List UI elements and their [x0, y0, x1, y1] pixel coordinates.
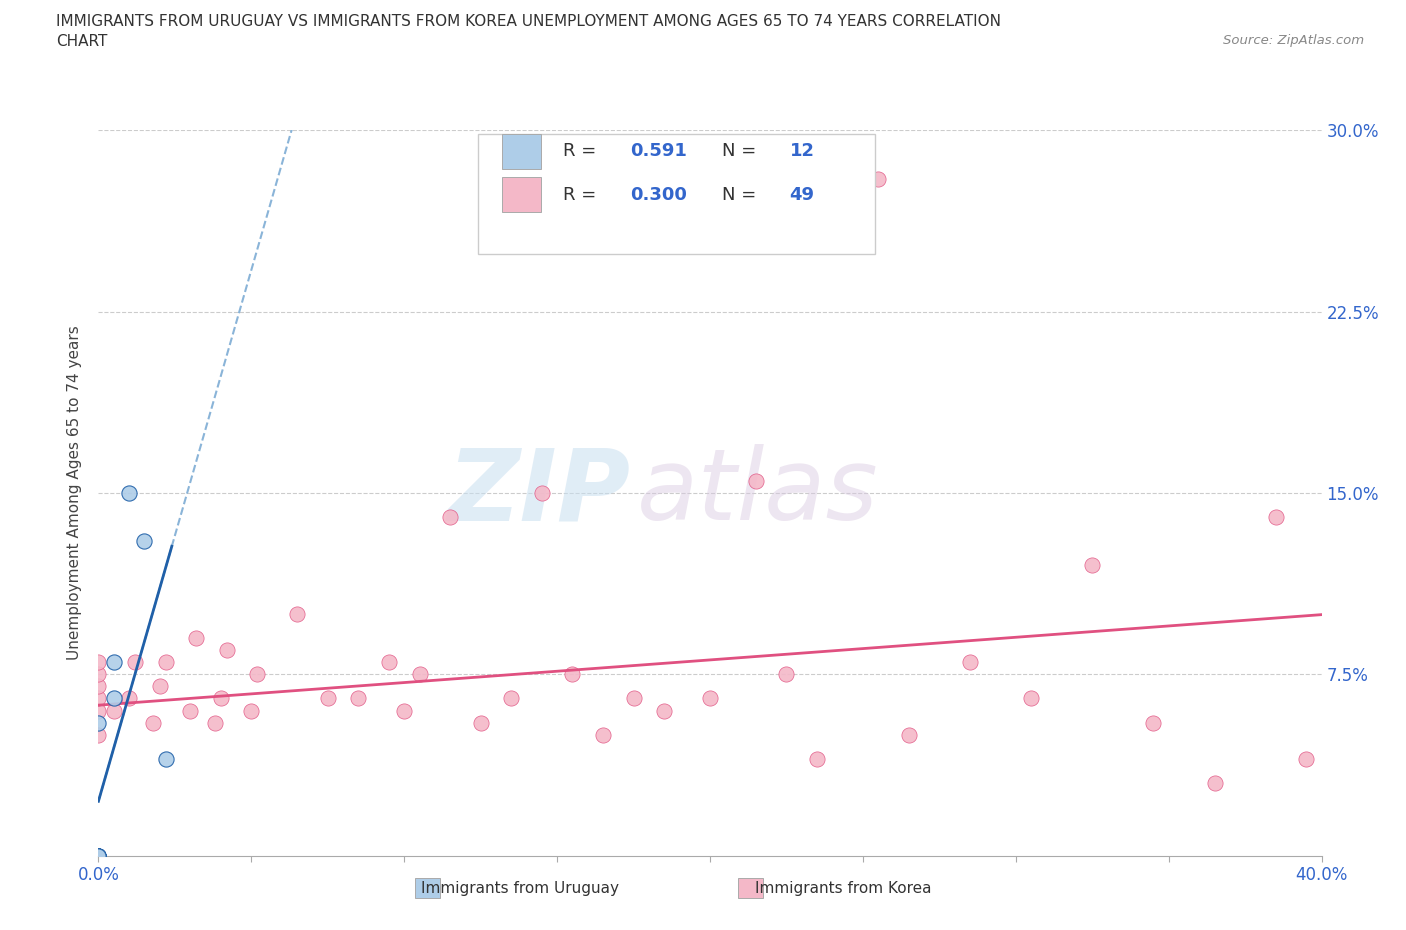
Text: R =: R =	[564, 186, 596, 204]
Y-axis label: Unemployment Among Ages 65 to 74 years: Unemployment Among Ages 65 to 74 years	[67, 326, 83, 660]
Point	[87, 848, 110, 863]
Text: 12: 12	[790, 142, 814, 160]
Point	[1204, 776, 1226, 790]
Point	[501, 691, 523, 706]
Point	[118, 691, 141, 706]
Point	[124, 655, 146, 670]
Point	[87, 848, 110, 863]
Point	[699, 691, 721, 706]
Point	[592, 727, 614, 742]
Point	[103, 703, 125, 718]
Point	[87, 848, 110, 863]
Point	[745, 473, 768, 488]
Point	[142, 715, 165, 730]
Point	[87, 667, 110, 682]
Point	[470, 715, 492, 730]
Point	[103, 691, 125, 706]
Point	[87, 655, 110, 670]
Point	[408, 667, 430, 682]
Text: Immigrants from Uruguay: Immigrants from Uruguay	[422, 881, 619, 896]
Point	[897, 727, 920, 742]
Point	[87, 848, 110, 863]
Point	[246, 667, 269, 682]
Point	[179, 703, 201, 718]
Point	[87, 848, 110, 863]
Point	[285, 606, 308, 621]
Point	[215, 643, 238, 658]
Point	[87, 691, 110, 706]
Point	[87, 848, 110, 863]
Point	[316, 691, 339, 706]
Text: R =: R =	[564, 142, 596, 160]
Bar	[502, 178, 541, 212]
Point	[209, 691, 232, 706]
Point	[1264, 510, 1286, 525]
Point	[1019, 691, 1042, 706]
Text: atlas: atlas	[637, 445, 879, 541]
Point	[530, 485, 553, 500]
Point	[87, 715, 110, 730]
Point	[347, 691, 370, 706]
Point	[134, 534, 156, 549]
Point	[392, 703, 416, 718]
Point	[87, 727, 110, 742]
Point	[103, 655, 125, 670]
Point	[439, 510, 461, 525]
Point	[186, 631, 208, 645]
Text: N =: N =	[723, 186, 756, 204]
Text: 0.300: 0.300	[630, 186, 688, 204]
Point	[118, 485, 141, 500]
Point	[1081, 558, 1104, 573]
Point	[561, 667, 583, 682]
Point	[775, 667, 797, 682]
Point	[806, 751, 828, 766]
Text: 49: 49	[790, 186, 814, 204]
Text: IMMIGRANTS FROM URUGUAY VS IMMIGRANTS FROM KOREA UNEMPLOYMENT AMONG AGES 65 TO 7: IMMIGRANTS FROM URUGUAY VS IMMIGRANTS FR…	[56, 14, 1001, 29]
Bar	[415, 878, 440, 898]
Point	[1295, 751, 1317, 766]
Point	[959, 655, 981, 670]
Text: Source: ZipAtlas.com: Source: ZipAtlas.com	[1223, 34, 1364, 47]
Point	[87, 703, 110, 718]
Text: CHART: CHART	[56, 34, 108, 49]
Point	[868, 171, 890, 186]
Text: N =: N =	[723, 142, 756, 160]
Point	[87, 848, 110, 863]
FancyBboxPatch shape	[478, 134, 875, 254]
Point	[149, 679, 172, 694]
Bar	[502, 134, 541, 168]
Bar	[738, 878, 763, 898]
Point	[155, 655, 177, 670]
Point	[623, 691, 645, 706]
Point	[652, 703, 675, 718]
Point	[204, 715, 226, 730]
Point	[87, 848, 110, 863]
Text: Immigrants from Korea: Immigrants from Korea	[755, 881, 932, 896]
Point	[87, 848, 110, 863]
Text: 0.591: 0.591	[630, 142, 688, 160]
Point	[240, 703, 263, 718]
Point	[1142, 715, 1164, 730]
Point	[378, 655, 401, 670]
Text: ZIP: ZIP	[447, 445, 630, 541]
Point	[87, 679, 110, 694]
Point	[155, 751, 177, 766]
